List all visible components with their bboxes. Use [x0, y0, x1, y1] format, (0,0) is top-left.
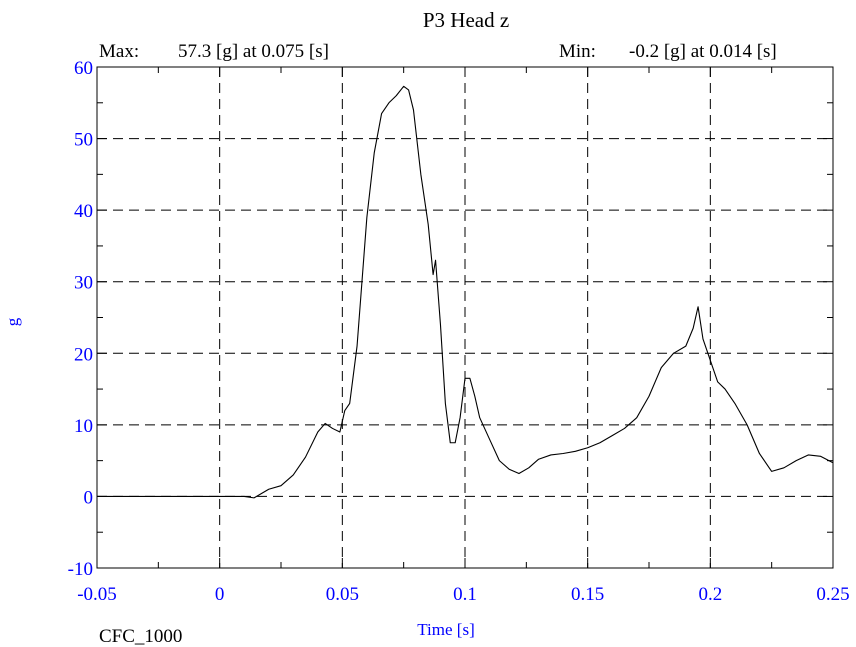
plot-frame — [96, 66, 834, 569]
y-tick-label: 30 — [74, 273, 93, 294]
min-value: -0.2 [g] at 0.014 [s] — [629, 41, 777, 62]
filter-label: CFC_1000 — [99, 626, 182, 647]
x-tick-label: 0.1 — [453, 584, 477, 605]
y-tick-label: 0 — [84, 487, 94, 508]
x-tick-label: 0.15 — [571, 584, 604, 605]
x-tick-label: 0.25 — [816, 584, 849, 605]
y-tick-label: 50 — [74, 130, 93, 151]
series-line — [97, 85, 834, 499]
max-label: Max: — [99, 41, 139, 62]
max-value: 57.3 [g] at 0.075 [s] — [178, 41, 329, 62]
x-tick-label: 0 — [215, 584, 225, 605]
x-tick-label: 0.05 — [326, 584, 359, 605]
chart-title: P3 Head z — [423, 8, 509, 32]
x-tick-labels: -0.05 0 0.05 0.1 0.15 0.2 0.25 — [77, 584, 849, 605]
x-axis-label: Time [s] — [417, 620, 474, 639]
y-axis-label: g — [3, 317, 22, 326]
y-tick-labels: -10 0 10 20 30 40 50 60 — [68, 58, 93, 580]
x-tick-label: -0.05 — [77, 584, 117, 605]
x-tick-label: 0.2 — [698, 584, 722, 605]
grid-lines — [97, 67, 833, 568]
y-tick-label: -10 — [68, 559, 93, 580]
min-label: Min: — [559, 41, 596, 62]
y-tick-label: 40 — [74, 201, 93, 222]
y-tick-label: 20 — [74, 344, 93, 365]
y-tick-label: 60 — [74, 58, 93, 79]
y-tick-label: 10 — [74, 416, 93, 437]
